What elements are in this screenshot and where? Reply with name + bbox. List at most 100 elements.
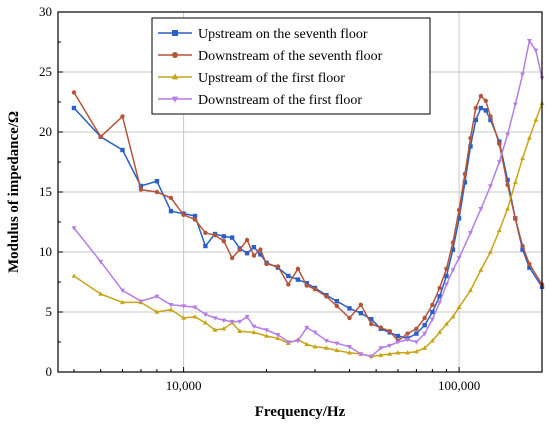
data-point — [192, 305, 198, 310]
data-point — [212, 327, 218, 332]
data-point — [264, 261, 269, 267]
data-point — [526, 39, 532, 44]
data-point — [488, 184, 493, 189]
data-point — [429, 338, 435, 343]
data-point — [212, 316, 218, 321]
data-point — [497, 139, 502, 144]
data-point — [413, 340, 419, 345]
x-tick-label: 100,000 — [438, 378, 480, 393]
legend-swatch-marker — [172, 30, 178, 36]
y-tick-label: 15 — [39, 184, 52, 199]
data-point — [192, 217, 198, 222]
data-point — [533, 48, 539, 54]
data-point — [221, 326, 227, 331]
legend-item-3: Upstream of the first floor — [158, 71, 345, 86]
series-1 — [71, 105, 545, 341]
data-point — [488, 114, 493, 119]
data-point — [286, 273, 291, 279]
data-point — [527, 261, 532, 267]
data-point — [98, 134, 103, 139]
data-point — [221, 318, 227, 324]
data-point — [168, 209, 174, 214]
data-point — [275, 333, 281, 338]
data-point — [505, 182, 510, 187]
series-4 — [71, 39, 545, 360]
data-point — [496, 227, 502, 233]
data-point — [478, 267, 484, 272]
legend-label: Downstream of the seventh floor — [198, 49, 383, 64]
data-point — [295, 266, 301, 271]
data-point — [192, 213, 198, 219]
data-point — [430, 309, 435, 315]
legend-label: Upstream of the first floor — [198, 71, 345, 86]
data-point — [468, 135, 473, 141]
legend-swatch-marker — [171, 96, 179, 103]
data-point — [414, 331, 419, 336]
data-point — [505, 206, 511, 211]
data-point — [395, 333, 401, 339]
y-tick-label: 0 — [46, 364, 53, 379]
data-point — [456, 216, 462, 221]
data-point — [304, 341, 310, 347]
data-point — [513, 216, 518, 221]
data-point — [527, 265, 532, 270]
data-point — [258, 247, 263, 252]
data-point — [444, 321, 449, 326]
data-point — [462, 171, 468, 177]
data-point — [285, 340, 291, 345]
data-point — [468, 287, 473, 293]
data-point — [295, 277, 301, 282]
data-point — [120, 147, 125, 153]
data-point — [71, 105, 77, 111]
data-point — [229, 235, 235, 240]
y-tick-label: 30 — [39, 4, 52, 19]
data-point — [181, 315, 187, 320]
data-point — [378, 346, 384, 351]
data-point — [395, 350, 401, 355]
data-point — [237, 319, 243, 325]
data-point — [258, 252, 263, 257]
data-point — [444, 266, 449, 271]
data-point — [422, 345, 428, 350]
data-point — [212, 233, 218, 238]
data-point — [98, 291, 104, 296]
data-point — [450, 314, 456, 319]
data-point — [395, 340, 401, 345]
data-point — [422, 315, 427, 321]
data-point — [437, 285, 442, 291]
data-point — [138, 299, 144, 304]
data-point — [533, 117, 539, 122]
data-point — [444, 273, 449, 279]
data-point — [450, 268, 456, 273]
series-2 — [71, 90, 545, 343]
data-point — [202, 312, 208, 318]
data-point — [244, 315, 250, 320]
data-point — [430, 302, 435, 307]
data-point — [168, 195, 174, 201]
data-point — [71, 273, 77, 278]
data-point — [203, 243, 208, 249]
data-point — [483, 108, 488, 113]
data-point — [237, 328, 243, 333]
data-point — [264, 328, 269, 333]
data-point — [304, 281, 309, 286]
data-point — [473, 117, 478, 123]
data-point — [405, 337, 410, 343]
data-point — [422, 323, 427, 328]
data-point — [512, 102, 518, 108]
data-point — [478, 207, 484, 212]
data-point — [334, 303, 340, 309]
data-point — [413, 348, 419, 354]
data-point — [473, 105, 478, 111]
data-point — [275, 335, 281, 341]
data-point — [275, 264, 281, 269]
series-3 — [71, 100, 545, 359]
data-point — [203, 230, 208, 235]
legend-swatch-marker — [172, 52, 178, 58]
data-point — [387, 343, 393, 349]
data-point — [347, 306, 352, 311]
data-point — [251, 329, 257, 335]
data-point — [120, 288, 125, 294]
